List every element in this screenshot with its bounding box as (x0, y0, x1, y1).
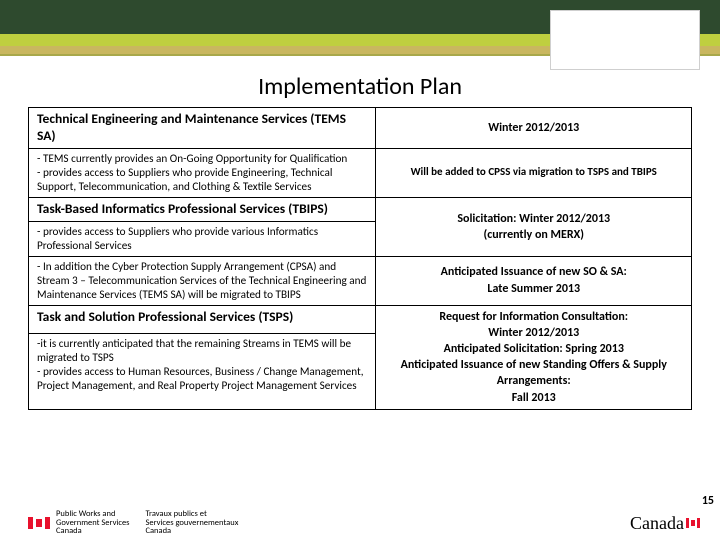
tbips-body-1: - provides access to Suppliers who provi… (29, 221, 376, 256)
wordmark-flag-icon (686, 518, 700, 528)
tbips-body-2: - In addition the Cyber Protection Suppl… (29, 256, 376, 305)
canada-flag-icon (28, 517, 50, 529)
tbips-right-2: Anticipated Issuance of new SO & SA:Late… (376, 256, 692, 305)
canada-wordmark: Canada (630, 513, 700, 534)
page-number: 15 (702, 494, 714, 508)
tsps-head: Task and Solution Professional Services … (29, 305, 376, 334)
tems-right-head: Winter 2012/2013 (376, 108, 692, 149)
tbips-head: Task-Based Informatics Professional Serv… (29, 197, 376, 221)
tsps-body: -it is currently anticipated that the re… (29, 334, 376, 410)
tsps-right: Request for Information Consultation:Win… (376, 305, 692, 409)
corner-box (550, 10, 700, 70)
tems-head: Technical Engineering and Maintenance Se… (29, 108, 376, 149)
header-band (0, 0, 720, 58)
dept-fr-3: Canada (145, 526, 171, 536)
tbips-right-1: Solicitation: Winter 2012/2013(currently… (376, 197, 692, 256)
dept-en-3: Canada (56, 526, 82, 536)
tems-body: - TEMS currently provides an On-Going Op… (29, 148, 376, 197)
implementation-table: Technical Engineering and Maintenance Se… (28, 107, 692, 410)
footer: Public Works and Government Services Can… (0, 510, 720, 536)
tems-right-body: Will be added to CPSS via migration to T… (376, 148, 692, 197)
fip-signature: Public Works and Government Services Can… (28, 510, 252, 537)
slide-title: Implementation Plan (0, 72, 720, 101)
